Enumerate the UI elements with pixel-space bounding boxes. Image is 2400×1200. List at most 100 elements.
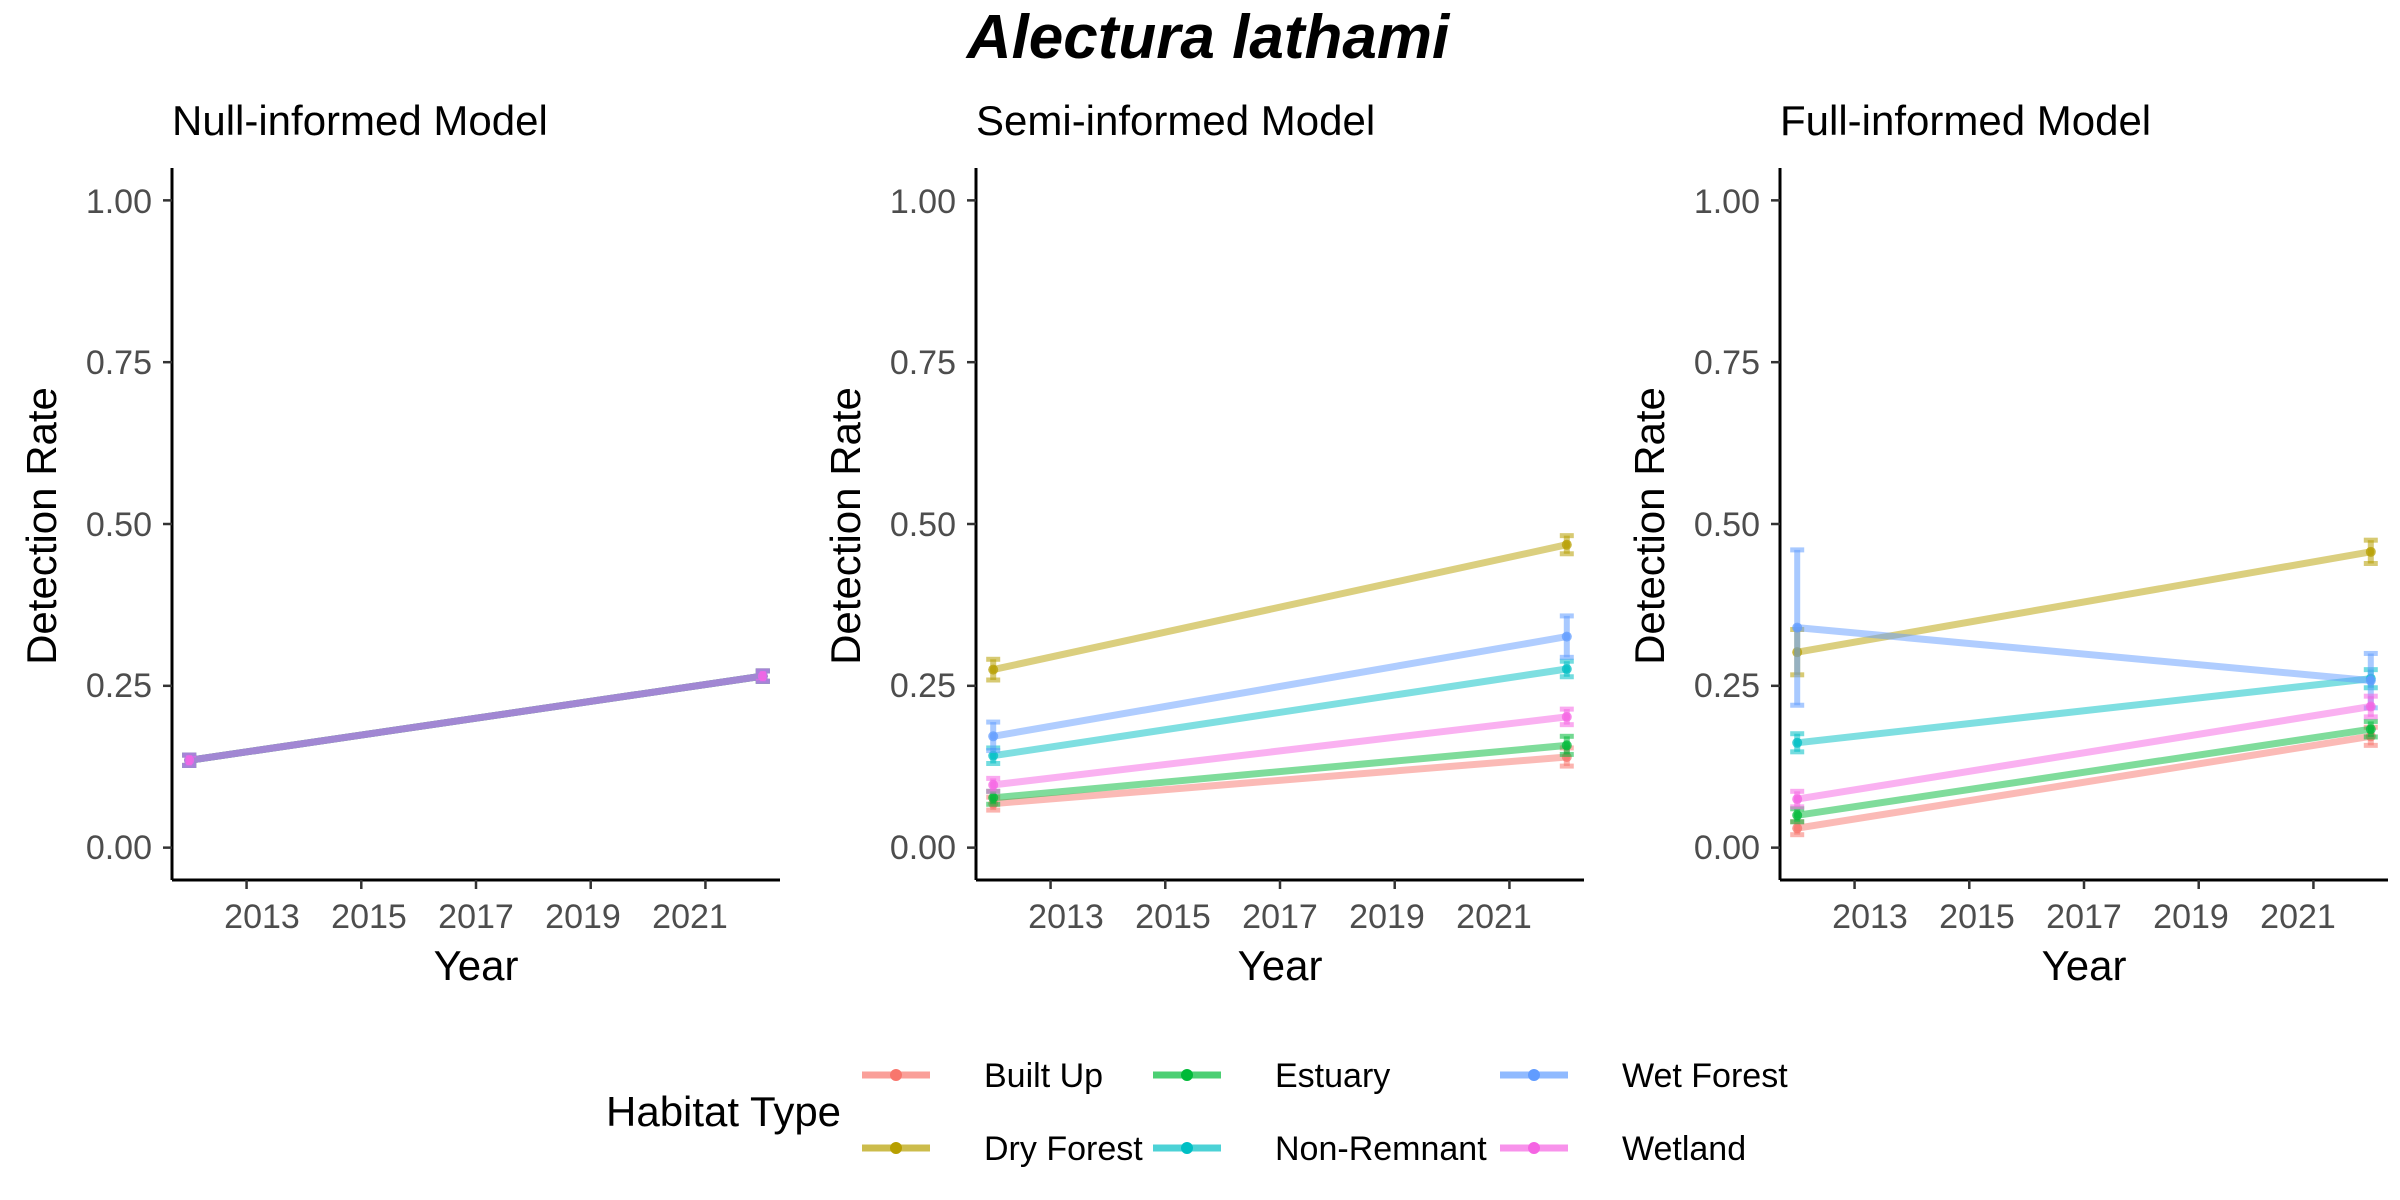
panel-semi-informed: Semi-informed Model Detection Rate Year … bbox=[822, 97, 1532, 989]
point-wetland bbox=[1561, 711, 1572, 722]
x-tick-label: 2015 bbox=[1135, 898, 1211, 936]
y-tick-label: 1.00 bbox=[890, 183, 956, 221]
plot-area bbox=[163, 168, 780, 889]
legend-key-point-dry-forest bbox=[890, 1142, 902, 1154]
point-wetland bbox=[184, 755, 195, 766]
x-tick-label: 2021 bbox=[652, 898, 728, 936]
y-tick-label: 0.50 bbox=[890, 506, 956, 544]
x-tick-label: 2013 bbox=[1832, 898, 1908, 936]
point-dry-forest bbox=[2365, 546, 2376, 557]
y-tick-label: 0.50 bbox=[86, 506, 152, 544]
y-tick-labels: 0.00 0.25 0.50 0.75 1.00 bbox=[86, 183, 152, 867]
legend-key-point-non-remnant bbox=[1181, 1142, 1193, 1154]
legend-keys bbox=[862, 1069, 1568, 1154]
panel-title: Semi-informed Model bbox=[976, 97, 1375, 144]
point-dry-forest bbox=[988, 664, 999, 675]
point-wetland bbox=[988, 779, 999, 790]
point-wetland bbox=[757, 671, 768, 682]
x-tick-labels: 2013 2015 2017 2019 2021 bbox=[1028, 898, 1532, 936]
legend-label-non-remnant: Non-Remnant bbox=[1275, 1130, 1487, 1168]
x-axis-label: Year bbox=[2042, 942, 2127, 989]
x-tick-label: 2017 bbox=[438, 898, 514, 936]
panel-title: Full-informed Model bbox=[1780, 97, 2151, 144]
series-line-wetland bbox=[185, 672, 767, 764]
y-tick-label: 0.25 bbox=[1694, 667, 1760, 705]
legend-key-point-built-up bbox=[890, 1069, 902, 1081]
series-line-dry-forest bbox=[989, 541, 1571, 674]
y-tick-label: 0.75 bbox=[1694, 344, 1760, 382]
series-line-wetland bbox=[989, 713, 1571, 789]
point-estuary bbox=[1561, 740, 1572, 751]
series-line-built-up bbox=[989, 753, 1571, 808]
point-non-remnant bbox=[1561, 663, 1572, 674]
plot-layer bbox=[163, 168, 2388, 889]
legend-label-wetland: Wetland bbox=[1622, 1130, 1746, 1168]
x-tick-label: 2015 bbox=[1939, 898, 2015, 936]
y-axis-label: Detection Rate bbox=[1626, 387, 1673, 665]
y-tick-labels: 0.00 0.25 0.50 0.75 1.00 bbox=[890, 183, 956, 867]
y-tick-labels: 0.00 0.25 0.50 0.75 1.00 bbox=[1694, 183, 1760, 867]
point-wet-forest bbox=[1792, 622, 1803, 633]
y-tick-label: 0.25 bbox=[86, 667, 152, 705]
point-estuary bbox=[2365, 724, 2376, 735]
y-axis-label: Detection Rate bbox=[18, 387, 65, 665]
series-line-wet-forest bbox=[989, 633, 1571, 740]
x-axis-label: Year bbox=[434, 942, 519, 989]
plot-area bbox=[1771, 168, 2388, 889]
point-built-up bbox=[1792, 823, 1803, 834]
point-wetland bbox=[2365, 701, 2376, 712]
figure-title: Alectura lathami bbox=[965, 3, 1451, 72]
panel-title: Null-informed Model bbox=[172, 97, 548, 144]
x-tick-label: 2017 bbox=[2046, 898, 2122, 936]
legend-title: Habitat Type bbox=[606, 1088, 841, 1135]
point-estuary bbox=[1792, 810, 1803, 821]
y-tick-label: 0.00 bbox=[890, 829, 956, 867]
point-wet-forest bbox=[2365, 675, 2376, 686]
point-wet-forest bbox=[988, 731, 999, 742]
y-axis-label: Detection Rate bbox=[822, 387, 869, 665]
x-axis-label: Year bbox=[1238, 942, 1323, 989]
y-tick-label: 0.75 bbox=[890, 344, 956, 382]
legend-key-point-wetland bbox=[1528, 1142, 1540, 1154]
point-dry-forest bbox=[1561, 539, 1572, 550]
x-tick-label: 2019 bbox=[1349, 898, 1425, 936]
y-tick-label: 0.00 bbox=[86, 829, 152, 867]
panel-full-informed: Full-informed Model Detection Rate Year … bbox=[1626, 97, 2336, 989]
legend-key-point-wet-forest bbox=[1528, 1069, 1540, 1081]
x-tick-label: 2015 bbox=[331, 898, 407, 936]
point-non-remnant bbox=[1792, 737, 1803, 748]
legend-label-built-up: Built Up bbox=[984, 1057, 1103, 1095]
x-tick-label: 2021 bbox=[1456, 898, 1532, 936]
x-tick-label: 2013 bbox=[224, 898, 300, 936]
x-tick-label: 2013 bbox=[1028, 898, 1104, 936]
y-tick-label: 0.25 bbox=[890, 667, 956, 705]
panel-null-informed: Null-informed Model Detection Rate Year … bbox=[18, 97, 728, 989]
series-line-estuary bbox=[989, 741, 1571, 802]
series-line-estuary bbox=[1793, 725, 2375, 819]
legend-label-estuary: Estuary bbox=[1275, 1057, 1390, 1095]
x-tick-label: 2019 bbox=[545, 898, 621, 936]
point-estuary bbox=[988, 792, 999, 803]
x-tick-labels: 2013 2015 2017 2019 2021 bbox=[1832, 898, 2336, 936]
point-wet-forest bbox=[1561, 631, 1572, 642]
legend-label-wet-forest: Wet Forest bbox=[1622, 1057, 1788, 1095]
series-line-non-remnant bbox=[989, 665, 1571, 760]
x-tick-label: 2019 bbox=[2153, 898, 2229, 936]
point-non-remnant bbox=[988, 750, 999, 761]
series-line-wetland bbox=[1793, 703, 2375, 803]
y-tick-label: 1.00 bbox=[86, 183, 152, 221]
point-wetland bbox=[1792, 794, 1803, 805]
y-tick-label: 0.00 bbox=[1694, 829, 1760, 867]
legend: Habitat Type Built Up Dry Forest Estuary… bbox=[606, 1057, 1788, 1168]
series-line-non-remnant bbox=[1793, 675, 2375, 747]
legend-label-dry-forest: Dry Forest bbox=[984, 1130, 1143, 1168]
legend-key-point-estuary bbox=[1181, 1069, 1193, 1081]
series-line-wet-forest bbox=[1793, 624, 2375, 685]
series-line-built-up bbox=[1793, 732, 2375, 832]
y-tick-label: 0.50 bbox=[1694, 506, 1760, 544]
x-tick-labels: 2013 2015 2017 2019 2021 bbox=[224, 898, 728, 936]
x-tick-label: 2017 bbox=[1242, 898, 1318, 936]
x-tick-label: 2021 bbox=[2260, 898, 2336, 936]
plot-area bbox=[967, 168, 1584, 889]
